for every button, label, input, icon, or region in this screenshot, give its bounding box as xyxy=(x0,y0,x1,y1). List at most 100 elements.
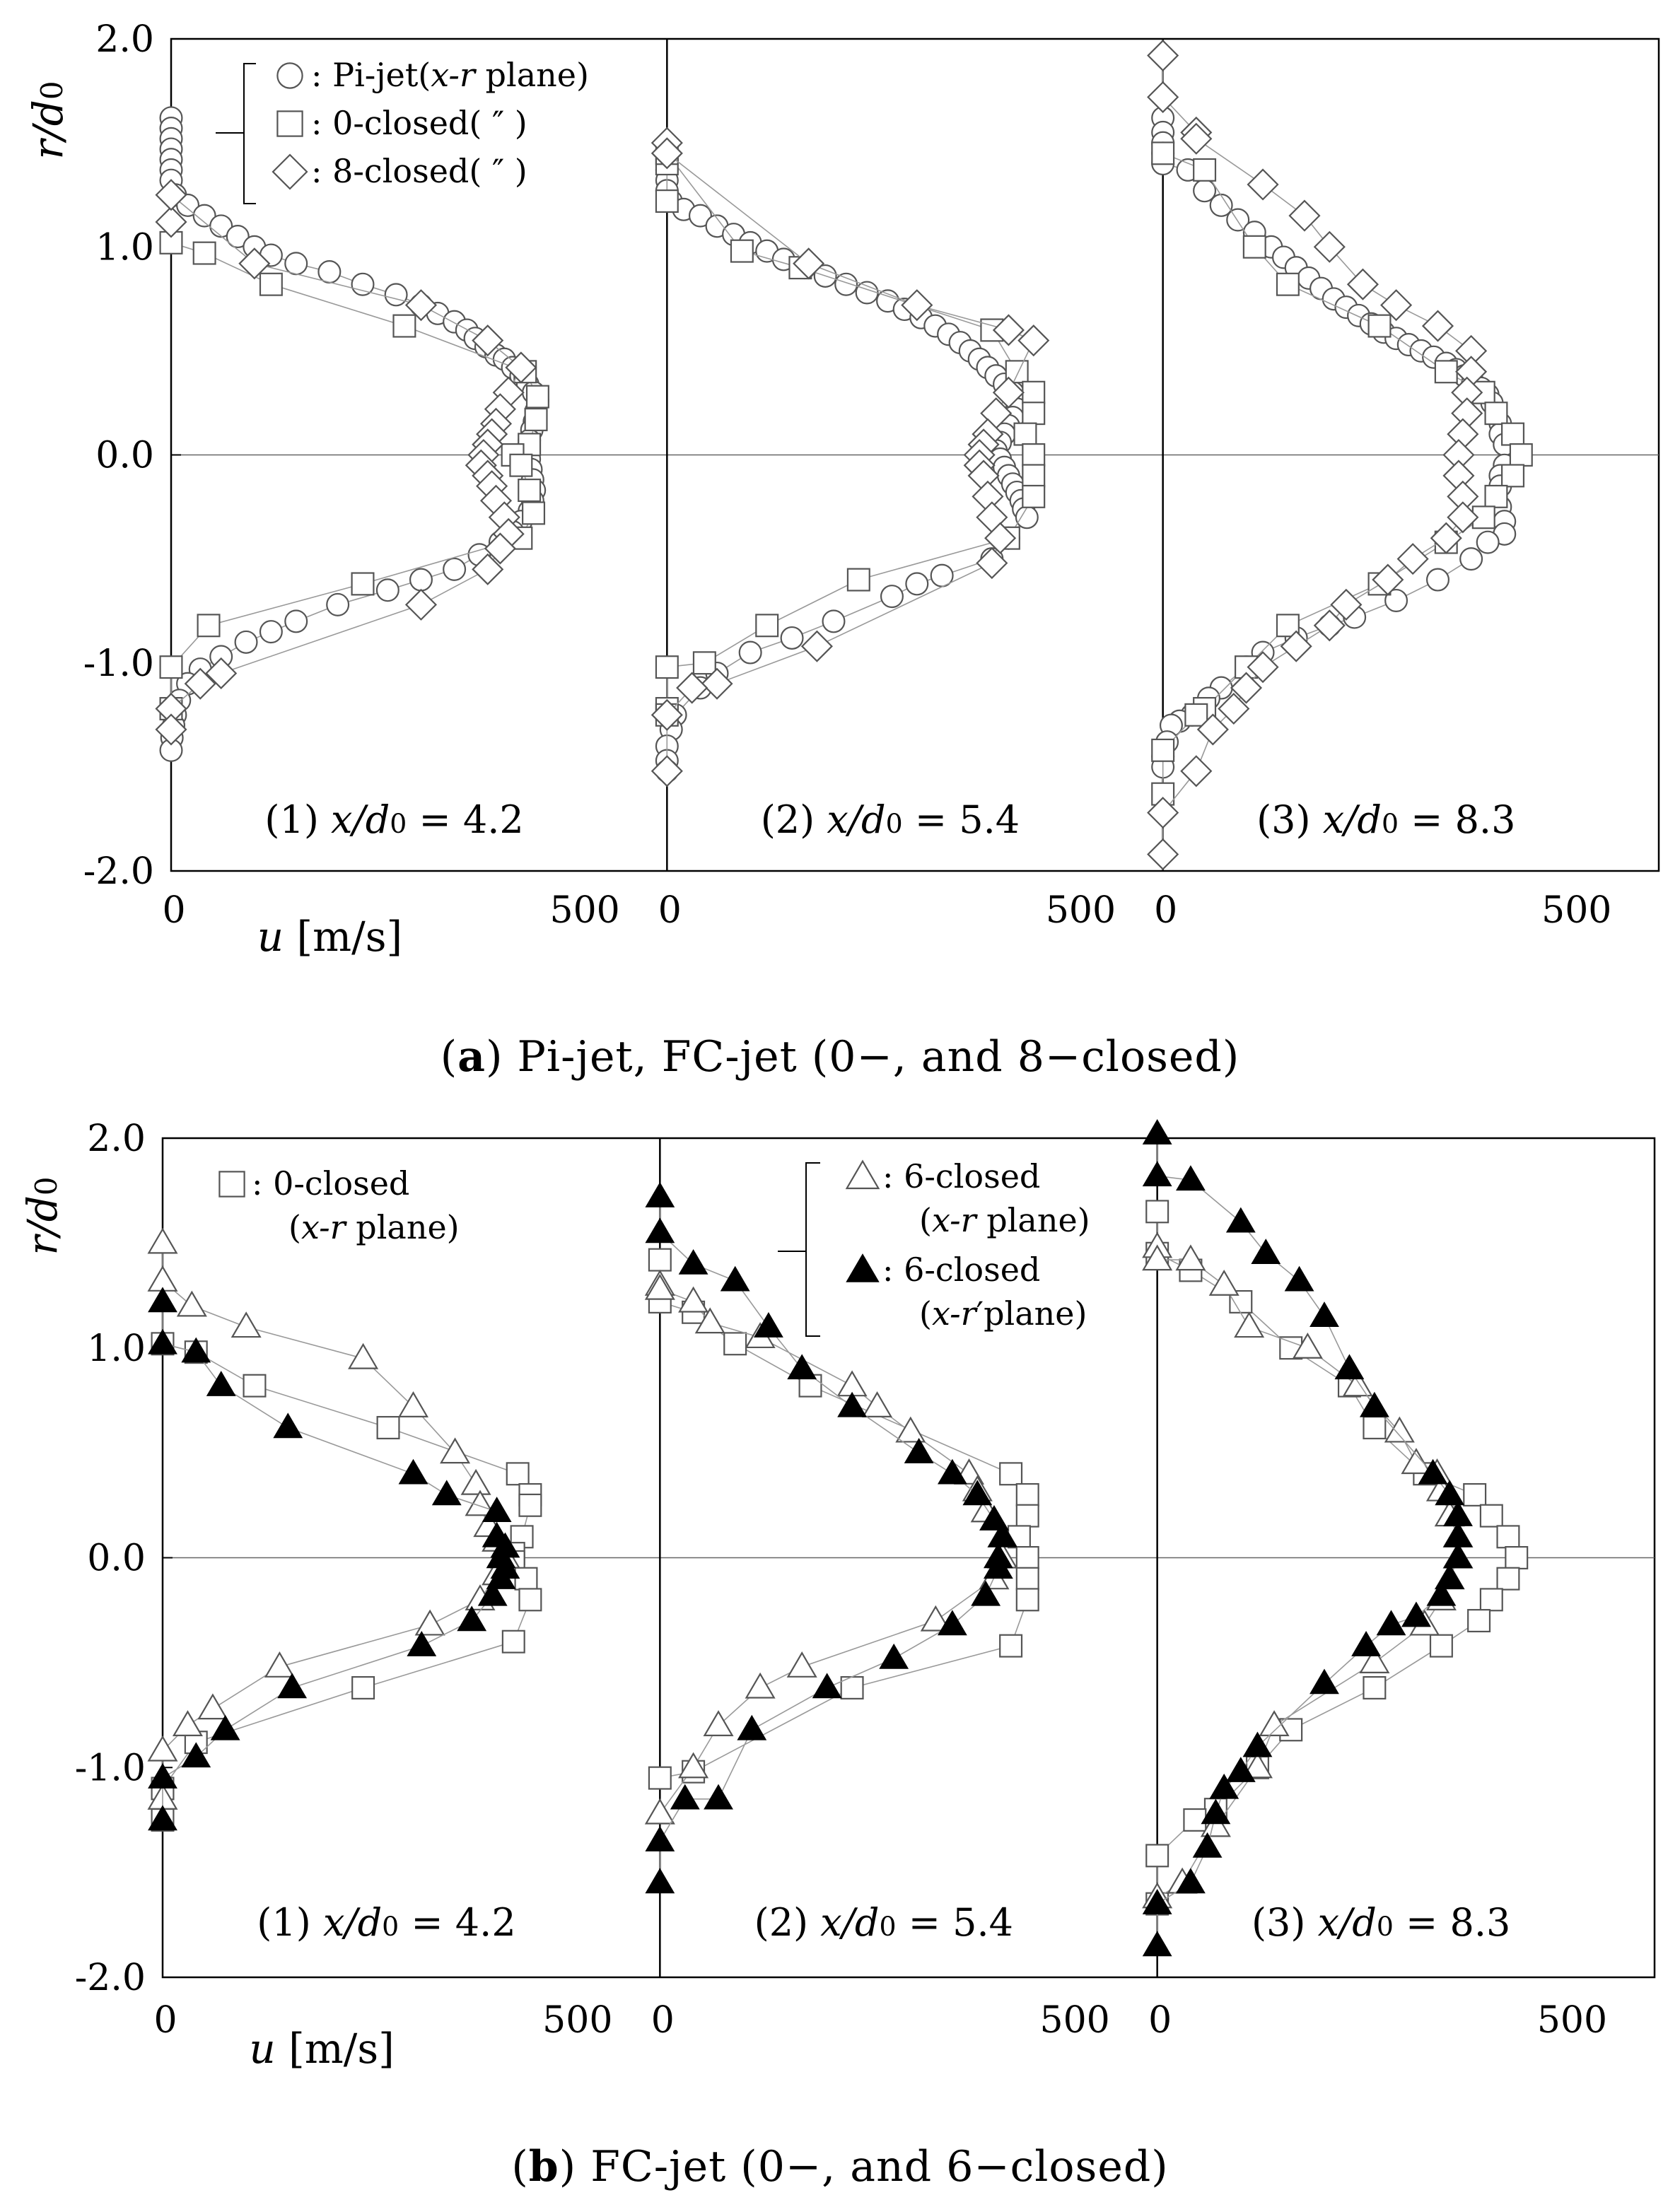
point-c8 xyxy=(793,247,825,280)
point-c6p xyxy=(645,1826,675,1851)
point-c8 xyxy=(1313,609,1346,642)
point-c6p xyxy=(879,1643,909,1669)
point-c0 xyxy=(1496,1567,1520,1591)
legend-marker-pi xyxy=(276,62,303,89)
point-c6p xyxy=(431,1480,462,1506)
point-c0 xyxy=(1484,402,1508,426)
y-axis-label: r/d0 xyxy=(24,81,72,159)
point-c0 xyxy=(755,614,779,638)
point-c6 xyxy=(197,1693,228,1720)
legend: : 0-closed (x-r plane): 6-closed (x-r plan… xyxy=(218,1157,1090,1337)
point-c6p xyxy=(398,1458,428,1485)
point-c6 xyxy=(231,1311,262,1338)
point-c6p xyxy=(1435,1564,1465,1589)
point-c6p xyxy=(486,1564,516,1589)
point-c0 xyxy=(518,1588,542,1612)
legend-sub-c6p: (x-r′plane) xyxy=(919,1294,1087,1333)
caption-b-text: FC-jet (0−, and 6−closed) xyxy=(590,2142,1169,2191)
panel-2: 0 500 (2) x/d0 = 5.4 xyxy=(651,39,1116,932)
point-c0 xyxy=(1471,505,1495,529)
point-c0 xyxy=(1276,272,1300,296)
point-c8 xyxy=(155,206,187,238)
point-c6p xyxy=(1309,1668,1339,1695)
y-tick-label: 2.0 xyxy=(87,1118,146,1160)
point-pi xyxy=(905,572,929,596)
point-c6p xyxy=(1142,1889,1172,1914)
point-c0 xyxy=(524,407,548,431)
point-c6p xyxy=(1435,1480,1465,1506)
panel-1: 0 500 (1) x/d0 = 4.2 xyxy=(147,1227,612,2042)
point-pi xyxy=(375,578,399,602)
point-c8 xyxy=(976,546,1008,580)
point-c6p xyxy=(645,1217,675,1243)
point-c0 xyxy=(1505,1546,1529,1570)
point-c6p xyxy=(1209,1773,1239,1799)
series-line-c0 xyxy=(659,1260,1028,1779)
point-c8 xyxy=(651,755,683,788)
point-c6 xyxy=(348,1342,379,1369)
legend-marker-c0 xyxy=(276,110,303,137)
point-c8 xyxy=(984,522,1017,554)
point-c6 xyxy=(920,1605,951,1632)
point-c6 xyxy=(147,1735,178,1762)
point-c6p xyxy=(962,1480,993,1506)
panel-label: (3) x/d0 = 8.3 xyxy=(1256,797,1515,842)
point-pi xyxy=(443,557,467,581)
point-c6p xyxy=(837,1391,868,1417)
point-c0 xyxy=(1193,158,1217,182)
point-c6p xyxy=(1192,1832,1223,1858)
x-tick-label: 500 xyxy=(1046,889,1116,932)
point-c6 xyxy=(1384,1416,1415,1443)
point-c0 xyxy=(1022,380,1046,404)
caption-b: (b) FC-jet (0−, and 6−closed) xyxy=(511,2142,1169,2191)
y-tick-label: 2.0 xyxy=(95,18,154,61)
point-c6p xyxy=(979,1504,1009,1531)
legend-text-pi: : Pi-jet(x-r plane) xyxy=(311,56,589,94)
point-c6 xyxy=(172,1710,203,1736)
point-c6p xyxy=(720,1265,750,1292)
point-pi xyxy=(880,585,904,609)
x-tick-label: 500 xyxy=(542,1999,612,2042)
point-c8 xyxy=(1447,501,1479,534)
point-c0 xyxy=(1479,1504,1503,1528)
point-c8 xyxy=(1372,563,1404,596)
point-c6p xyxy=(1242,1731,1273,1757)
point-c6p xyxy=(1225,1757,1256,1782)
point-c8 xyxy=(676,672,708,704)
legend-sub-c0: (x-r plane) xyxy=(288,1208,460,1246)
point-c6p xyxy=(937,1610,967,1636)
point-pi xyxy=(234,630,258,654)
legend-marker-c6 xyxy=(845,1159,880,1190)
point-c8 xyxy=(1147,797,1179,829)
point-c0 xyxy=(197,614,221,638)
point-c6p xyxy=(1443,1543,1473,1569)
point-c0 xyxy=(655,189,679,213)
point-c0 xyxy=(376,1416,400,1440)
point-pi xyxy=(226,225,250,249)
point-c0 xyxy=(1022,443,1046,467)
point-c6p xyxy=(477,1580,508,1606)
point-c0 xyxy=(1242,235,1266,259)
point-c6 xyxy=(147,1227,178,1254)
point-c6 xyxy=(460,1468,491,1495)
point-c6p xyxy=(1201,1798,1231,1825)
point-c8 xyxy=(1346,268,1379,300)
caption-a: (a) Pi-jet, FC-jet (0−, and 8−closed) xyxy=(440,1032,1240,1082)
point-c6p xyxy=(273,1412,303,1439)
panel-label: (1) x/d0 = 4.2 xyxy=(264,797,523,842)
point-c6p xyxy=(1418,1458,1448,1485)
point-pi xyxy=(1209,193,1233,217)
point-c6p xyxy=(1284,1265,1314,1292)
x-tick-label: 0 xyxy=(1154,889,1177,932)
point-c6p xyxy=(181,1337,211,1363)
x-axis-label: u [m/s] xyxy=(249,2025,394,2073)
point-c0 xyxy=(1015,1567,1039,1591)
point-c6p xyxy=(1176,1868,1206,1894)
point-c0 xyxy=(1509,443,1533,467)
point-c6 xyxy=(440,1437,471,1464)
point-c8 xyxy=(1330,588,1363,621)
point-c0 xyxy=(351,572,375,596)
legend-marker-c0 xyxy=(218,1171,245,1198)
point-c0 xyxy=(1434,360,1458,384)
point-c6p xyxy=(812,1673,842,1699)
